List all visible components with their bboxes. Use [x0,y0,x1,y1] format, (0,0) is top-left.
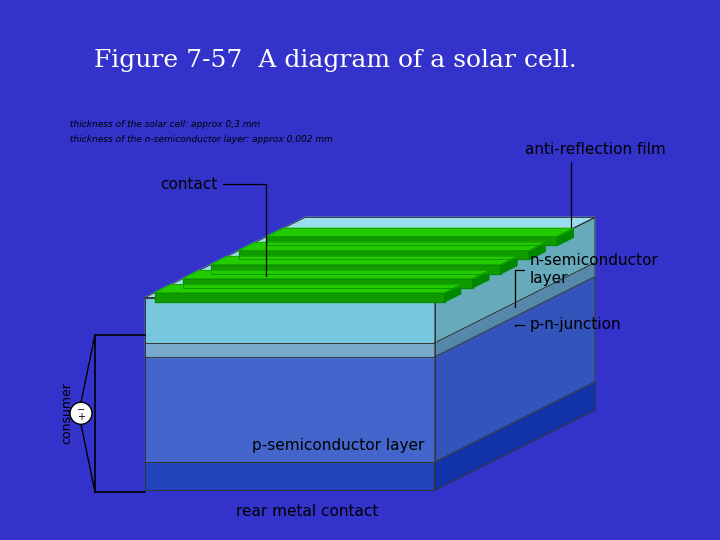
Polygon shape [183,279,473,288]
Text: n-semiconductor
layer: n-semiconductor layer [515,253,659,307]
Polygon shape [435,276,595,462]
Polygon shape [557,228,573,245]
Polygon shape [435,218,595,343]
Text: rear metal contact: rear metal contact [236,504,379,519]
Polygon shape [155,293,445,302]
Polygon shape [145,218,595,298]
Text: p-n-junction: p-n-junction [515,317,621,332]
Text: contact: contact [160,177,266,276]
Polygon shape [435,262,595,356]
Polygon shape [267,237,557,245]
Polygon shape [145,382,595,462]
Polygon shape [211,256,517,265]
Polygon shape [183,271,489,279]
Polygon shape [239,242,545,251]
Circle shape [70,402,92,424]
Text: p-semiconductor layer: p-semiconductor layer [252,438,424,453]
Polygon shape [529,242,545,259]
Polygon shape [145,462,435,490]
Polygon shape [267,228,573,237]
Polygon shape [239,251,529,259]
Text: thickness of the solar cell: approx 0,3 mm: thickness of the solar cell: approx 0,3 … [70,120,260,129]
Polygon shape [435,382,595,490]
Polygon shape [211,265,501,274]
Polygon shape [145,356,435,462]
Polygon shape [445,285,461,302]
Polygon shape [473,271,489,288]
Polygon shape [501,256,517,274]
Polygon shape [145,262,595,343]
Text: thickness of the n-semiconductor layer: approx 0,002 mm: thickness of the n-semiconductor layer: … [70,135,333,144]
Text: consumer: consumer [60,382,73,444]
Text: +: + [77,412,85,422]
Text: anti-reflection film: anti-reflection film [525,142,666,227]
Polygon shape [145,343,435,356]
Polygon shape [145,298,435,343]
Text: −: − [77,405,85,415]
Polygon shape [155,285,461,293]
Polygon shape [145,276,595,356]
Text: Figure 7-57  A diagram of a solar cell.: Figure 7-57 A diagram of a solar cell. [94,49,576,72]
